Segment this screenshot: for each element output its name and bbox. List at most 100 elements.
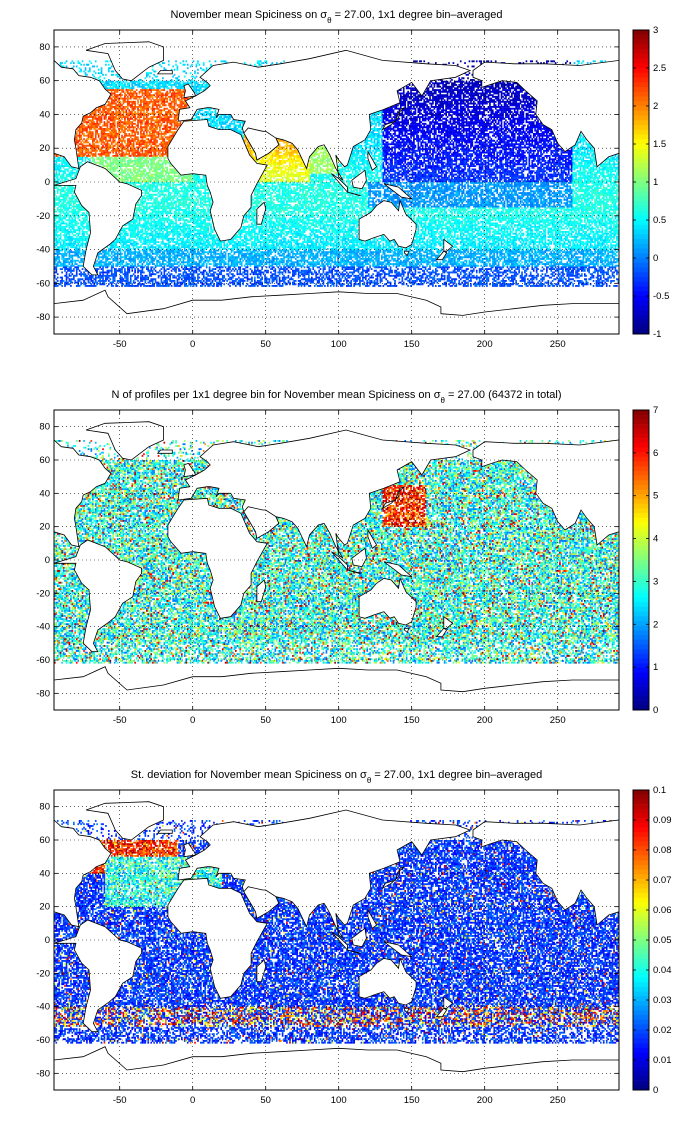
title-text: N of profiles per 1x1 degree bin for Nov…: [112, 389, 434, 401]
data-raster: [54, 820, 620, 1044]
y-tick-label: -60: [36, 655, 50, 666]
y-tick-label: 60: [39, 455, 50, 466]
y-tick-label: -20: [36, 211, 50, 222]
colorbar-tick-label: 0.06: [653, 905, 672, 916]
y-tick-label: 80: [39, 42, 50, 53]
grid-lines: [54, 30, 619, 334]
colorbar-tick-label: 0.08: [653, 845, 672, 856]
title-text: November mean Spiciness on: [171, 9, 321, 21]
colorbar-tick-label: 1.5: [653, 139, 666, 150]
colorbar-tick-label: 0.5: [653, 215, 666, 226]
x-tick-label: 250: [550, 1095, 566, 1106]
y-tick-label: 0: [45, 555, 50, 566]
y-tick-label: 60: [39, 835, 50, 846]
y-tick-label: 60: [39, 76, 50, 87]
title-text-end: = 27.00 (64372 in total): [445, 389, 562, 401]
x-tick-label: 200: [477, 339, 493, 350]
y-tick-label: -80: [36, 312, 50, 323]
colorbar-tick-label: 5: [653, 491, 658, 502]
colorbar: 3 2.5 2 1.5 1 0.5 0 -0.5 -1: [632, 25, 669, 340]
coastlines: [53, 41, 620, 335]
map-panel: St. deviation for November mean Spicines…: [36, 769, 671, 1106]
colorbar-tick-label: -0.5: [653, 291, 669, 302]
y-tick-label: -40: [36, 245, 50, 256]
y-tick-label: 40: [39, 109, 50, 120]
colorbar-tick-label: 0: [653, 705, 658, 716]
title-text-end: = 27.00, 1x1 degree bin–averaged: [371, 769, 542, 781]
y-tick-label: -60: [36, 278, 50, 289]
colorbar-tick-label: 1: [653, 662, 658, 673]
y-tick-label: -40: [36, 622, 50, 633]
colorbar: 7 6 5 4 3 2 1 0: [632, 405, 658, 716]
x-tick-label: 50: [260, 339, 271, 350]
map-panel: November mean Spiciness on σθ = 27.00, 1…: [36, 9, 669, 350]
x-tick-label: -50: [113, 339, 127, 350]
title-symbol: σ: [434, 389, 441, 401]
colorbar-tick-label: 0.07: [653, 875, 672, 886]
y-tick-label: 0: [45, 177, 50, 188]
y-tick-label: 20: [39, 143, 50, 154]
colorbar-tick-label: 2: [653, 101, 658, 112]
colorbar-tick-label: 0: [653, 253, 658, 264]
x-tick-label: 250: [550, 339, 566, 350]
y-tick-label: 20: [39, 522, 50, 533]
x-tick-label: -50: [113, 715, 127, 726]
x-tick-label: 150: [404, 339, 420, 350]
x-tick-label: 150: [404, 715, 420, 726]
title-text-end: = 27.00, 1x1 degree bin–averaged: [332, 9, 503, 21]
title-subscript: θ: [327, 16, 332, 25]
y-tick-label: -40: [36, 1002, 50, 1013]
colorbar-tick-label: 0.04: [653, 965, 672, 976]
panel-title: St. deviation for November mean Spicines…: [131, 769, 542, 785]
title-subscript: θ: [367, 776, 372, 785]
colorbar-tick-label: 0.1: [653, 785, 666, 796]
x-tick-label: 250: [550, 715, 566, 726]
y-tick-label: 80: [39, 802, 50, 813]
y-tick-label: 0: [45, 935, 50, 946]
coastlines: [53, 421, 620, 711]
title-symbol: σ: [360, 769, 367, 781]
y-tick-label: 20: [39, 902, 50, 913]
x-tick-label: 0: [190, 715, 195, 726]
x-tick-label: 50: [260, 715, 271, 726]
coastlines: [53, 801, 620, 1091]
x-tick-label: 50: [260, 1095, 271, 1106]
y-tick-label: -20: [36, 968, 50, 979]
y-tick-label: -80: [36, 1068, 50, 1079]
colorbar-tick-label: 0.05: [653, 935, 672, 946]
colorbar-tick-label: 4: [653, 534, 658, 545]
y-tick-label: 80: [39, 422, 50, 433]
y-tick-label: 40: [39, 868, 50, 879]
y-tick-label: -20: [36, 588, 50, 599]
x-tick-label: 100: [331, 715, 347, 726]
colorbar-tick-label: 7: [653, 405, 658, 416]
y-tick-label: -60: [36, 1035, 50, 1046]
panel-title: N of profiles per 1x1 degree bin for Nov…: [112, 389, 562, 405]
y-tick-label: -80: [36, 688, 50, 699]
data-raster: [54, 440, 620, 664]
x-tick-label: 0: [190, 1095, 195, 1106]
x-tick-label: 100: [331, 339, 347, 350]
colorbar-tick-label: 0.03: [653, 995, 672, 1006]
colorbar-tick-label: 3: [653, 25, 658, 36]
panel-title: November mean Spiciness on σθ = 27.00, 1…: [171, 9, 503, 25]
colorbar-tick-label: 0: [653, 1085, 658, 1096]
colorbar: 0.1 0.09 0.08 0.07 0.06 0.05 0.04 0.03 0.02 0.01 0: [632, 785, 672, 1096]
title-text: St. deviation for November mean Spicines…: [131, 769, 360, 781]
x-tick-label: 0: [190, 339, 195, 350]
colorbar-tick-label: 2.5: [653, 63, 666, 74]
x-tick-label: 200: [477, 715, 493, 726]
colorbar-tick-label: 6: [653, 448, 658, 459]
x-tick-label: 200: [477, 1095, 493, 1106]
x-tick-label: 150: [404, 1095, 420, 1106]
colorbar-tick-label: 0.01: [653, 1055, 672, 1066]
title-subscript: θ: [441, 396, 446, 405]
colorbar-tick-label: 0.02: [653, 1025, 672, 1036]
colorbar-tick-label: 3: [653, 576, 658, 587]
colorbar-tick-label: 0.09: [653, 815, 672, 826]
title-symbol: σ: [320, 9, 327, 21]
colorbar-tick-label: -1: [653, 329, 661, 340]
x-tick-label: -50: [113, 1095, 127, 1106]
colorbar-tick-label: 1: [653, 177, 658, 188]
